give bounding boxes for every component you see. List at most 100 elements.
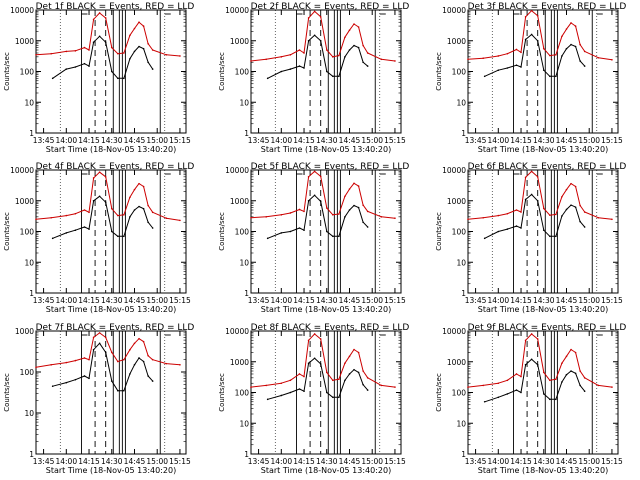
lld-data-point xyxy=(142,185,145,188)
events-data-point xyxy=(530,33,533,36)
x-tick-label: 15:15 xyxy=(601,457,623,466)
events-data-point xyxy=(65,381,68,384)
lld-data-point xyxy=(565,188,568,191)
lld-data-point xyxy=(307,17,310,19)
events-data-point xyxy=(117,235,119,238)
y-tick-label: 10000 xyxy=(225,6,249,15)
y-tick-label: 10000 xyxy=(10,6,34,15)
events-data-point xyxy=(92,348,95,351)
lld-data-point xyxy=(88,211,90,214)
x-tick-label: 15:00 xyxy=(146,136,168,145)
lld-data-point xyxy=(497,214,500,217)
lld-data-point xyxy=(524,16,527,18)
y-axis-label: Counts/sec xyxy=(3,373,11,412)
y-tick-label: 1000 xyxy=(447,358,466,367)
y-tick-label: 10000 xyxy=(442,327,466,336)
lld-data-point xyxy=(338,213,340,215)
events-data-point xyxy=(483,75,486,78)
events-data-point xyxy=(133,209,136,211)
lld-data-point xyxy=(142,25,145,27)
events-data-point xyxy=(110,230,113,233)
lld-data-point xyxy=(542,47,545,50)
x-tick-label: 14:15 xyxy=(293,457,315,466)
x-tick-label: 15:15 xyxy=(601,296,623,305)
x-tick-label: 14:15 xyxy=(293,296,315,305)
lld-series-line xyxy=(35,171,180,221)
lld-data-point xyxy=(338,54,340,57)
lld-data-point xyxy=(536,14,539,17)
events-data-point xyxy=(151,68,154,70)
events-data-point xyxy=(565,47,568,50)
lld-data-point xyxy=(142,340,145,343)
lld-series-line xyxy=(35,12,180,57)
events-data-point xyxy=(574,206,577,208)
lld-data-point xyxy=(357,185,360,187)
events-data-point xyxy=(348,49,351,51)
y-tick-label: 10000 xyxy=(225,166,249,175)
x-tick-label: 13:45 xyxy=(248,296,270,305)
lld-data-point xyxy=(151,358,154,361)
events-data-point xyxy=(536,39,539,42)
lld-data-point xyxy=(353,182,355,185)
lld-data-point xyxy=(110,46,113,49)
events-data-point xyxy=(138,357,140,359)
x-axis-label: Start Time (18-Nov-05 13:40:20) xyxy=(46,145,176,154)
lld-data-point xyxy=(123,358,125,361)
y-tick-label: 100 xyxy=(452,68,467,77)
x-tick-label: 14:00 xyxy=(55,457,77,466)
y-tick-label: 1000 xyxy=(447,37,466,46)
x-tick-label: 14:30 xyxy=(101,136,123,145)
x-tick-label: 14:00 xyxy=(487,296,509,305)
y-axis-label: Counts/sec xyxy=(3,52,11,91)
chart-panel-3: Det 3f BLACK = Events, RED = LLD 1 10 100 10… xyxy=(435,2,626,154)
events-data-point xyxy=(142,360,145,363)
events-data-point xyxy=(83,226,86,228)
events-data-point xyxy=(117,389,119,392)
events-data-point xyxy=(319,39,322,42)
lld-data-point xyxy=(280,382,283,385)
events-data-point xyxy=(74,229,77,232)
events-series-line xyxy=(52,195,154,239)
events-data-point xyxy=(88,228,90,230)
chart-title: Det 8f BLACK = Events, RED = LLD xyxy=(251,323,410,333)
events-data-point xyxy=(366,389,369,391)
events-data-point xyxy=(147,221,149,224)
y-tick-label: 1000 xyxy=(230,358,249,367)
chart-title: Det 3f BLACK = Events, RED = LLD xyxy=(468,2,627,12)
lld-data-point xyxy=(570,348,572,351)
x-tick-label: 14:15 xyxy=(78,457,100,466)
chart-panel-8: Det 8f BLACK = Events, RED = LLD 1 10 100 10… xyxy=(218,323,409,475)
lld-data-point xyxy=(579,204,581,207)
lld-data-point xyxy=(536,176,539,178)
x-tick-label: 15:15 xyxy=(169,457,191,466)
lld-data-point xyxy=(506,212,509,215)
lld-data-point xyxy=(555,53,557,56)
lld-data-point xyxy=(467,386,469,388)
lld-data-point xyxy=(597,384,600,387)
lld-data-point xyxy=(344,36,346,39)
lld-data-point xyxy=(497,382,500,385)
lld-data-point xyxy=(133,27,136,30)
events-data-point xyxy=(583,226,586,228)
y-tick-label: 100 xyxy=(235,389,250,398)
lld-data-point xyxy=(332,213,334,216)
x-tick-label: 15:00 xyxy=(146,457,168,466)
lld-data-point xyxy=(561,35,563,38)
lld-data-point xyxy=(583,211,586,213)
lld-data-point xyxy=(129,348,131,351)
lld-series-line xyxy=(35,332,180,368)
events-data-point xyxy=(325,70,328,73)
events-data-point xyxy=(129,57,131,60)
lld-data-point xyxy=(138,337,140,340)
lld-data-point xyxy=(611,59,613,61)
lld-data-point xyxy=(74,359,77,362)
events-data-point xyxy=(565,373,568,376)
events-data-point xyxy=(88,377,90,380)
events-data-point xyxy=(542,69,545,72)
events-data-point xyxy=(319,200,322,203)
lld-data-point xyxy=(35,366,37,369)
events-data-point xyxy=(51,237,54,240)
y-tick-label: 10 xyxy=(239,258,249,267)
events-data-point xyxy=(520,391,522,394)
events-data-point xyxy=(338,396,340,399)
